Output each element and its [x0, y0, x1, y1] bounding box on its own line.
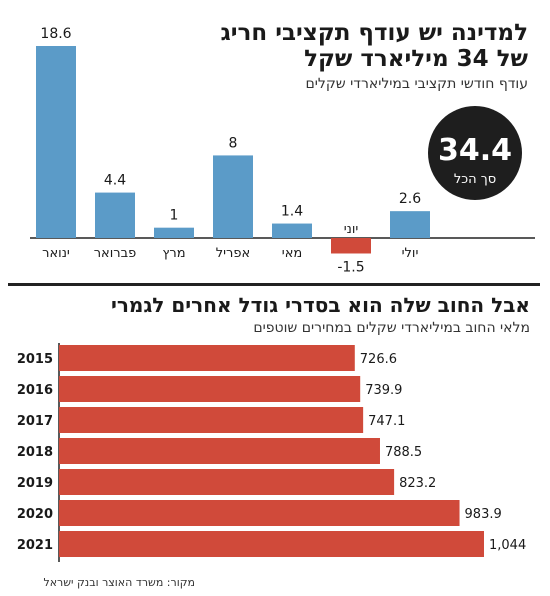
debt-bar: [59, 531, 484, 557]
monthly-value-label: 1: [170, 208, 179, 224]
monthly-value-label: -1.5: [337, 259, 364, 275]
monthly-category-label: ינואר: [42, 246, 70, 261]
monthly-value-label: 4.4: [104, 173, 126, 189]
monthly-bar: [331, 238, 371, 254]
monthly-bar: [36, 46, 76, 238]
debt-value-label: 788.5: [385, 445, 422, 460]
debt-value-label: 1,044: [489, 538, 526, 553]
monthly-value-label: 18.6: [40, 26, 71, 42]
debt-year-label: 2020: [17, 507, 53, 522]
source-note: מקור: משרד האוצר ובנק ישראל: [43, 576, 195, 589]
total-badge: 34.4 סך הכל: [428, 106, 522, 200]
debt-value-label: 747.1: [368, 414, 405, 429]
debt-year-label: 2016: [17, 383, 53, 398]
total-badge-circle: [428, 106, 522, 200]
monthly-bar: [95, 192, 135, 238]
debt-value-label: 983.9: [465, 507, 502, 522]
monthly-bar: [213, 155, 253, 238]
debt-bar: [59, 469, 395, 495]
monthly-value-label: 8: [229, 135, 238, 151]
debt-bar: [59, 438, 380, 464]
bottom-subtitle: מלאי החוב במיליארדי שקלים במחירים שוטפים: [253, 320, 530, 336]
debt-bar: [59, 500, 460, 526]
debt-stock-chart: 2015 726.6 2016 739.9 2017 747.1 2018 788.5 2019…: [17, 343, 526, 562]
debt-year-label: 2019: [17, 476, 53, 491]
top-subtitle: עודף חודשי תקציבי במיליארדי שקלים: [305, 76, 528, 92]
monthly-category-label: יולי: [402, 246, 419, 261]
debt-value-label: 739.9: [365, 383, 402, 398]
monthly-category-label: מאי: [282, 246, 302, 261]
monthly-bar: [272, 223, 312, 238]
bottom-title: אבל החוב שלה הוא בסדרי גודל אחרים לגמרי: [111, 293, 530, 317]
debt-value-label: 726.6: [360, 352, 397, 367]
monthly-value-label: 2.6: [399, 191, 421, 207]
debt-bar: [59, 376, 361, 402]
debt-value-label: 823.2: [399, 476, 436, 491]
monthly-category-label: אפריל: [216, 246, 250, 261]
debt-year-label: 2021: [17, 538, 53, 553]
debt-year-label: 2017: [17, 414, 53, 429]
monthly-bar: [154, 227, 194, 238]
monthly-category-label: מרץ: [162, 246, 185, 261]
monthly-value-label: 1.4: [281, 204, 303, 220]
top-title-line1: למדינה יש עודף תקציבי חריג: [220, 20, 528, 46]
monthly-bar: [390, 211, 430, 238]
monthly-category-label: פברואר: [94, 246, 137, 261]
total-badge-value: 34.4: [438, 133, 512, 168]
total-badge-label: סך הכל: [454, 172, 496, 187]
monthly-surplus-chart: 18.6 ינואר 4.4 פברואר 1 מרץ 8 אפריל 1.4 מאי -1.5 יו…: [30, 26, 535, 275]
debt-year-label: 2015: [17, 352, 53, 367]
monthly-category-label: יוני: [344, 222, 359, 237]
debt-bar: [59, 345, 355, 371]
section-divider: [8, 283, 540, 286]
debt-year-label: 2018: [17, 445, 53, 460]
debt-bar: [59, 407, 364, 433]
top-title-line2: של 34 מיליארד שקל: [304, 46, 528, 72]
